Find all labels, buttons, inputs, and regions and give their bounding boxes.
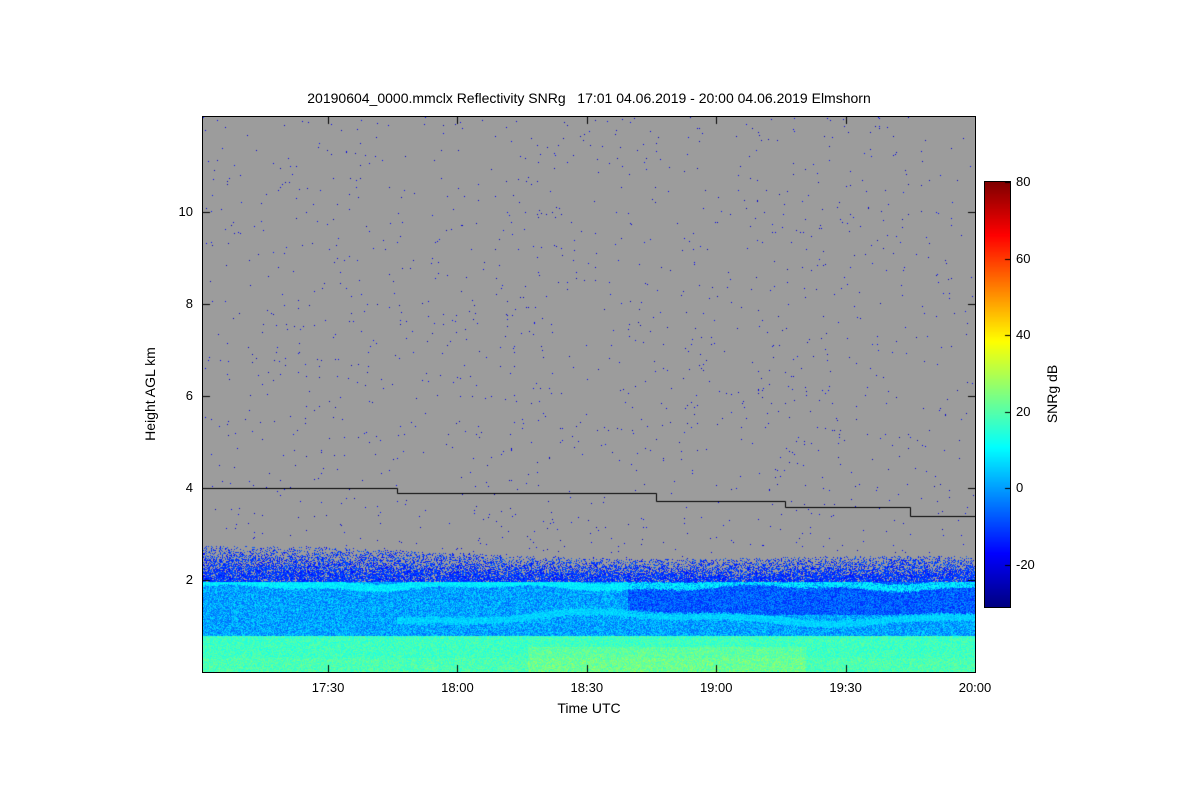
colorbar-tick-label: 80 xyxy=(1016,174,1031,189)
chart-title: 20190604_0000.mmclx Reflectivity SNRg 17… xyxy=(307,90,871,106)
x-axis-label: Time UTC xyxy=(557,700,621,716)
colorbar-canvas xyxy=(984,181,1011,608)
colorbar-tick-label: 60 xyxy=(1016,250,1031,266)
x-tick-label: 19:30 xyxy=(829,680,862,695)
colorbar-tick-label: -20 xyxy=(1016,556,1035,572)
x-tick-label: 17:30 xyxy=(311,680,345,695)
x-tick-label: 19:00 xyxy=(699,680,733,695)
colorbar-label: SNRg dB xyxy=(1044,364,1060,424)
colorbar-tick-label: 0 xyxy=(1016,480,1024,496)
x-tick-label: 18:30 xyxy=(570,680,604,695)
y-tick-label: 8 xyxy=(185,296,193,312)
y-tick-label: 6 xyxy=(185,388,193,404)
colorbar-tick-label: 20 xyxy=(1016,403,1031,419)
x-tick-label: 20:00 xyxy=(958,680,992,695)
y-tick-label: 10 xyxy=(178,204,193,220)
x-tick-label: 18:00 xyxy=(441,680,474,695)
heatmap-canvas xyxy=(202,116,976,673)
colorbar-tick-label: 40 xyxy=(1016,327,1031,343)
y-tick-label: 2 xyxy=(185,572,193,588)
y-tick-label: 4 xyxy=(185,480,193,496)
